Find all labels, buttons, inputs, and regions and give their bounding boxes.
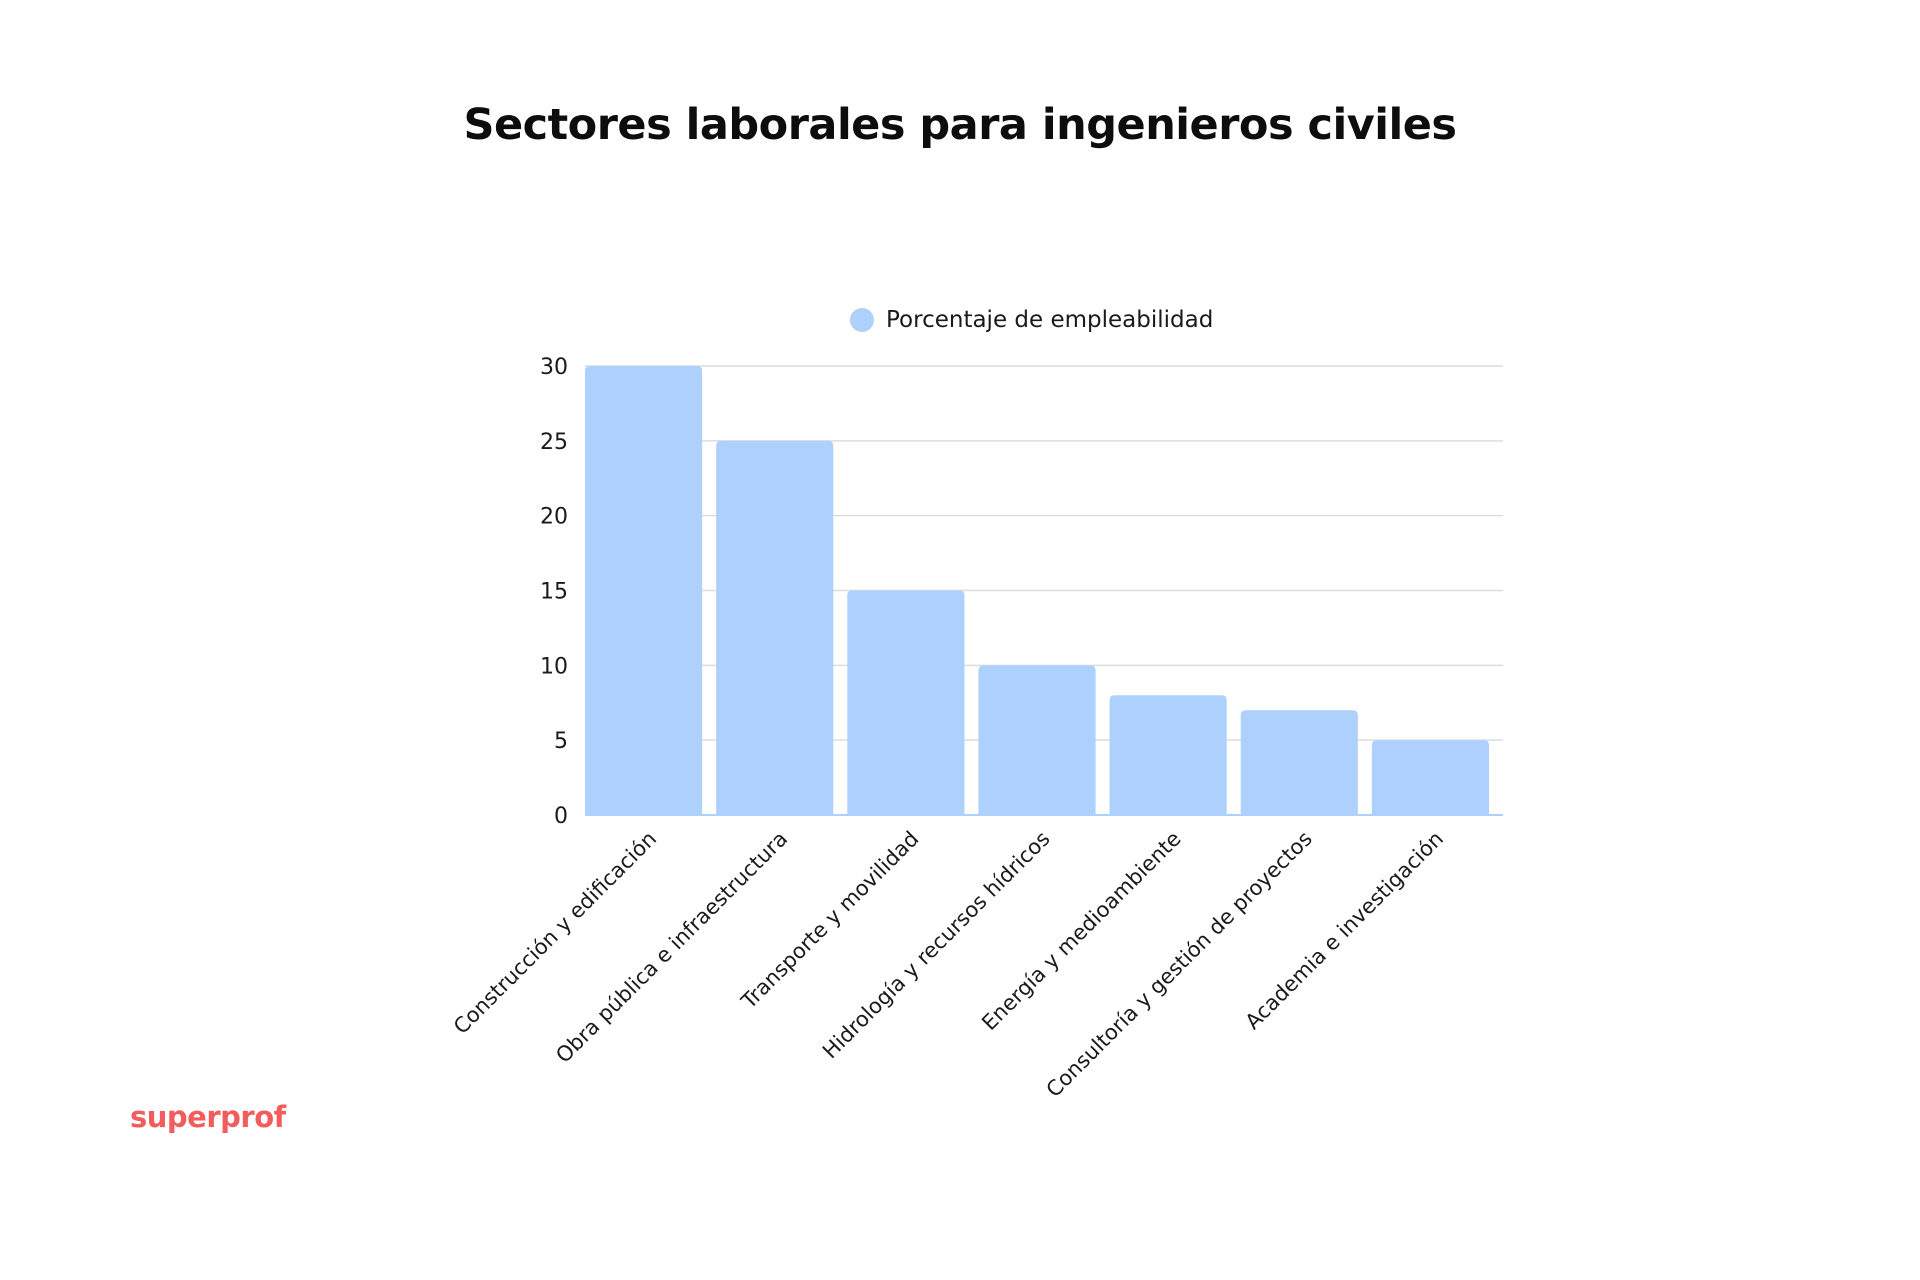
y-tick-label: 5 xyxy=(554,729,568,754)
x-tick-label: Hidrología y recursos hídricos xyxy=(818,827,1055,1064)
x-tick-label: Obra pública e infraestructura xyxy=(551,827,792,1068)
x-tick-label: Consultoría y gestión de proyectos xyxy=(1042,827,1317,1102)
bar xyxy=(585,366,703,815)
bar xyxy=(716,440,834,815)
y-tick-label: 25 xyxy=(540,430,568,455)
x-tick-label: Construcción y edificación xyxy=(449,827,661,1039)
y-tick-label: 0 xyxy=(554,804,568,829)
y-tick-label: 30 xyxy=(540,355,568,380)
y-tick-label: 10 xyxy=(540,654,568,679)
bar xyxy=(1371,740,1489,815)
superprof-logo: superprof xyxy=(130,1100,286,1134)
chart-legend: Porcentaje de empleabilidad xyxy=(850,303,1213,337)
bar xyxy=(847,590,965,815)
bar xyxy=(1240,710,1358,815)
chart-title: Sectores laborales para ingenieros civil… xyxy=(463,100,1457,150)
y-tick-label: 20 xyxy=(540,505,568,530)
y-tick-label: 15 xyxy=(540,580,568,605)
bar xyxy=(978,665,1096,815)
bar xyxy=(1109,695,1227,815)
legend-swatch xyxy=(850,308,874,332)
legend-label: Porcentaje de empleabilidad xyxy=(886,307,1214,333)
